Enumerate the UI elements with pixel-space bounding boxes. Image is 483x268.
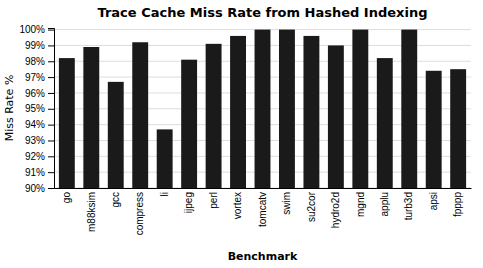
x-tick: hydro2d (330, 192, 341, 228)
bar (328, 45, 344, 188)
x-tick: mgnd (355, 192, 366, 217)
y-tick-mark (48, 30, 54, 31)
y-tick-mark (48, 77, 54, 78)
y-axis-title: Miss Rate % (3, 75, 16, 142)
bar (303, 36, 319, 188)
x-tick-label: mgnd (355, 192, 366, 217)
x-tick-label: perl (208, 192, 219, 209)
bar (255, 30, 271, 188)
x-tick-label: ijpeg (183, 192, 194, 213)
bar (132, 42, 148, 188)
y-tick-label: 98% (25, 56, 45, 67)
x-tick: li (159, 192, 170, 196)
y-tick-mark (48, 93, 54, 94)
y-tick: 97% (25, 72, 54, 83)
y-tick-label: 99% (25, 40, 45, 51)
x-tick-label: gcc (110, 192, 121, 208)
bar (377, 58, 393, 188)
y-tick-mark (48, 188, 54, 189)
x-tick-label: apsi (428, 192, 439, 210)
y-tick-label: 94% (25, 119, 45, 130)
bar (450, 69, 466, 188)
y-tick-label: 95% (25, 103, 45, 114)
x-axis-line (55, 188, 472, 189)
plot: 90% 91% 92% 93% 94% 95% 96% 97% 98% 99% 100% go m88k… (19, 24, 471, 235)
x-tick: tomcatv (257, 192, 268, 227)
x-tick: m88ksim (85, 192, 96, 232)
y-tick-mark (48, 125, 54, 126)
grid (54, 30, 471, 188)
x-tick: applu (379, 192, 390, 216)
bars (59, 30, 466, 188)
x-tick: ijpeg (183, 192, 194, 213)
y-tick-label: 92% (25, 151, 45, 162)
x-tick-label: su2cor (306, 191, 317, 222)
title: Trace Cache Miss Rate from Hashed Indexi… (97, 5, 427, 20)
y-tick-label: 91% (25, 167, 45, 178)
y-tick: 96% (25, 88, 54, 99)
y-tick-mark (48, 109, 54, 110)
y-tick: 93% (25, 135, 54, 146)
bar (426, 71, 442, 188)
x-tick-label: turb3d (403, 192, 414, 220)
y-tick: 94% (25, 119, 54, 130)
bar (181, 60, 197, 188)
x-tick: compress (134, 192, 145, 235)
y-tick-label: 90% (25, 183, 45, 194)
x-tick-label: hydro2d (330, 192, 341, 228)
y-tick: 91% (25, 167, 54, 178)
y-tick: 99% (25, 40, 54, 51)
y-tick: 92% (25, 151, 54, 162)
y-tick: 90% (25, 183, 54, 194)
bar (230, 36, 246, 188)
x-tick: fpppp (452, 192, 463, 217)
y-tick-mark (48, 156, 54, 157)
x-tick: gcc (110, 192, 121, 208)
x-tick-label: go (61, 192, 72, 204)
bar (157, 129, 173, 188)
x-tick: perl (208, 192, 219, 209)
x-tick: go (61, 192, 72, 204)
bar (83, 47, 99, 188)
y-tick-mark (48, 45, 54, 46)
y-axis-line (48, 29, 55, 189)
bar (108, 82, 124, 188)
x-tick: swim (281, 192, 292, 215)
y-tick-mark (48, 140, 54, 141)
x-tick-label: tomcatv (257, 192, 268, 227)
x-tick-label: m88ksim (85, 192, 96, 232)
x-axis-title: Benchmark (228, 250, 298, 263)
y-tick-label: 96% (25, 88, 45, 99)
chart: 90% 91% 92% 93% 94% 95% 96% 97% 98% 99% 100% go m88k… (0, 0, 483, 268)
bar (59, 58, 75, 188)
y-tick-label: 93% (25, 135, 45, 146)
y-tick: 95% (25, 103, 54, 114)
x-tick-label: li (159, 192, 170, 196)
y-tick-label: 100% (19, 24, 45, 35)
y-tick-label: 97% (25, 72, 45, 83)
y-tick-mark (48, 61, 54, 62)
x-tick: vortex (232, 192, 243, 219)
bar (352, 30, 368, 188)
x-tick-label: fpppp (452, 192, 463, 217)
x-tick: su2cor (306, 191, 317, 222)
x-tick-label: applu (379, 192, 390, 216)
bar (206, 44, 222, 188)
y-tick: 98% (25, 56, 54, 67)
x-tick: turb3d (403, 192, 414, 220)
y-tick-mark (48, 172, 54, 173)
y-axis: 90% 91% 92% 93% 94% 95% 96% 97% 98% 99% 100% (19, 24, 54, 193)
x-tick-label: compress (134, 192, 145, 235)
x-axis: go m88ksim gcc compress li ijpeg perl vortex tom… (55, 189, 472, 236)
x-tick-label: vortex (232, 192, 243, 219)
y-tick: 100% (19, 24, 54, 35)
x-tick-label: swim (281, 192, 292, 215)
bar (401, 30, 417, 188)
x-tick: apsi (428, 192, 439, 210)
bar (279, 30, 295, 188)
